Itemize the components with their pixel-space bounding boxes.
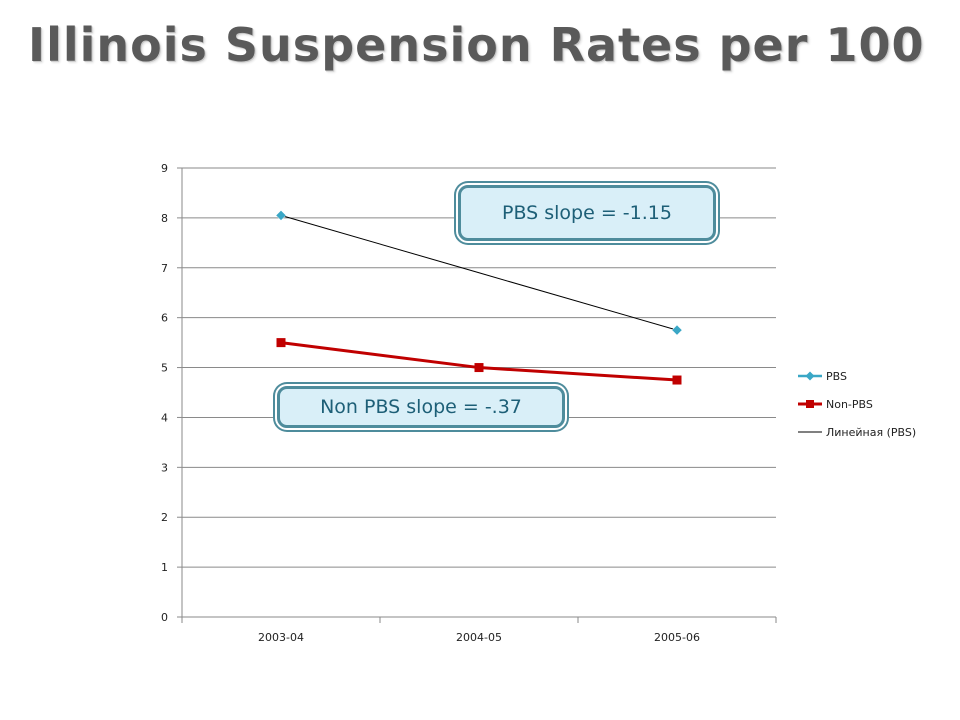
legend-label: Non-PBS (826, 398, 873, 411)
y-tick-label: 4 (161, 411, 168, 424)
pbs-slope-callout: PBS slope = -1.15 (458, 185, 716, 241)
non-pbs-point (276, 338, 286, 348)
nonpbs-slope-callout: Non PBS slope = -.37 (277, 386, 565, 428)
y-axis-tick-labels: 0 1 2 3 4 5 6 7 8 9 (161, 162, 168, 624)
y-tick-label: 1 (161, 561, 168, 574)
chart-series (275, 210, 683, 385)
pbs-point (671, 324, 683, 336)
legend-label: PBS (826, 370, 847, 383)
x-tick-label: 2005-06 (654, 631, 700, 644)
legend-marker-diamond (805, 371, 815, 381)
y-tick-label: 0 (161, 611, 168, 624)
x-tick-label: 2004-05 (456, 631, 502, 644)
y-tick-label: 2 (161, 511, 168, 524)
pbs-point (275, 210, 287, 221)
y-tick-label: 3 (161, 461, 168, 474)
non-pbs-point (672, 375, 682, 385)
page-title: Illinois Suspension Rates per 100 (28, 18, 925, 72)
y-tick-label: 8 (161, 212, 168, 225)
y-tick-label: 5 (161, 362, 168, 375)
chart-axes (177, 167, 777, 623)
x-tick-label: 2003-04 (258, 631, 304, 644)
legend-label: Линейная (PBS) (826, 426, 916, 439)
non-pbs-point (474, 363, 484, 373)
y-tick-label: 9 (161, 162, 168, 175)
pbs-trendline (280, 214, 678, 331)
y-tick-label: 7 (161, 262, 168, 275)
x-axis-tick-labels: 2003-04 2004-05 2005-06 (258, 631, 700, 644)
non-pbs-series-line (280, 341, 678, 382)
y-tick-label: 6 (161, 312, 168, 325)
chart-legend: PBS Non-PBS Линейная (PBS) (798, 370, 916, 439)
legend-marker-square (806, 400, 814, 408)
